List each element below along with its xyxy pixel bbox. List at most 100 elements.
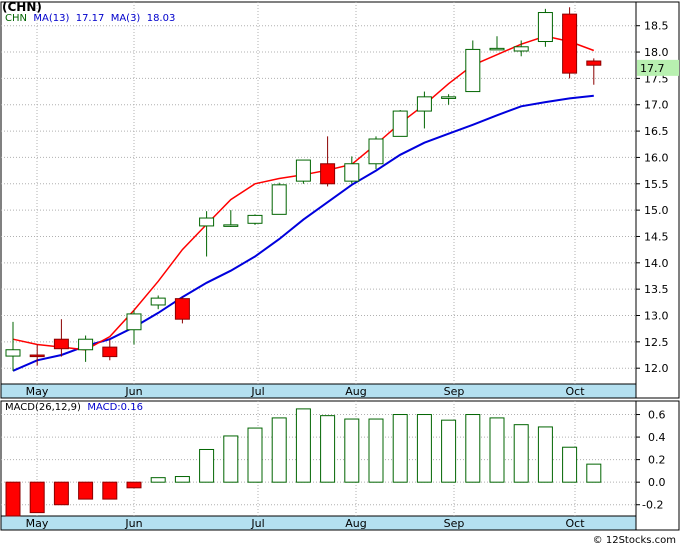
- candle-body: [271, 184, 287, 215]
- price-month-label: Oct: [565, 385, 585, 398]
- candle: [53, 319, 69, 357]
- macd-tick-label: 0.4: [648, 431, 666, 444]
- macd-bar: [586, 463, 602, 483]
- candle: [29, 344, 45, 366]
- candle: [320, 136, 336, 187]
- candle: [537, 8, 553, 47]
- macd-panel: 0.6 0.4 0.2 0.0 -0.2 May Jun Jul Aug Sep Oct: [0, 400, 680, 531]
- legend-ma13-value: 17.17: [75, 13, 105, 24]
- candle-body: [199, 217, 215, 227]
- price-tick-label: 16.5: [644, 125, 669, 138]
- macd-bar: [271, 417, 287, 483]
- macd-bar: [223, 435, 239, 483]
- macd-params: MACD(26,12,9): [5, 402, 81, 413]
- candle: [78, 335, 94, 362]
- candle-body: [102, 346, 118, 358]
- macd-bar: [416, 414, 432, 483]
- macd-month-label: Jul: [250, 517, 264, 530]
- macd-label: MACD:: [87, 402, 121, 413]
- price-tick-label: 12.0: [644, 362, 669, 375]
- candle: [150, 295, 166, 310]
- price-month-label: Sep: [444, 385, 465, 398]
- macd-bar: [126, 481, 142, 489]
- legend-ma3-label: MA(3): [110, 13, 141, 24]
- macd-tick-label: -0.2: [642, 499, 663, 512]
- macd-bar: [562, 446, 578, 483]
- candle: [513, 40, 529, 57]
- candle-body: [513, 46, 529, 52]
- price-tick-label: 18.5: [644, 20, 669, 33]
- price-tick-label: 14.5: [644, 230, 669, 243]
- legend-ma3-value: 18.03: [146, 13, 176, 24]
- price-month-label: May: [26, 385, 49, 398]
- macd-bar: [174, 476, 190, 483]
- macd-bar: [102, 481, 118, 500]
- candle-body: [223, 224, 239, 227]
- candle-body: [392, 110, 408, 137]
- candle: [295, 159, 311, 184]
- macd-month-label: Jun: [124, 517, 142, 530]
- macd-bar: [465, 414, 481, 483]
- macd-tick-label: 0.2: [648, 454, 666, 467]
- candle-body: [5, 349, 21, 357]
- macd-legend-row: MACD(26,12,9) MACD:0.16: [5, 402, 143, 413]
- macd-bar: [392, 414, 408, 483]
- candle-body: [29, 354, 45, 358]
- price-tick-label: 15.0: [644, 204, 669, 217]
- last-price-tag: [637, 59, 679, 76]
- last-price-label: 17.7: [640, 62, 665, 75]
- ma13-line: [12, 94, 594, 372]
- legend-row: CHN MA(13) 17.17 MA(3) 18.03: [5, 13, 175, 24]
- candle: [199, 211, 215, 257]
- candle-body: [126, 313, 142, 331]
- candle-body: [320, 163, 336, 185]
- macd-bar: [5, 481, 21, 517]
- macd-bar: [199, 448, 215, 483]
- candle: [271, 182, 287, 215]
- macd-bar: [295, 408, 311, 483]
- chart-title: (CHN): [2, 0, 42, 14]
- macd-bar: [441, 419, 457, 483]
- candle-body: [247, 214, 263, 224]
- candle-body: [174, 298, 190, 320]
- candle: [562, 7, 578, 79]
- price-tick-label: 15.5: [644, 178, 669, 191]
- candle: [126, 310, 142, 345]
- candle-body: [295, 159, 311, 182]
- candle-body: [78, 338, 94, 351]
- macd-tick-label: 0.6: [648, 409, 666, 422]
- macd-bar: [78, 481, 94, 500]
- candle: [489, 36, 505, 51]
- price-panel: 12.0 12.5 13.0 13.5 14.0 14.5 15.0 15.5 16.0 16.5…: [0, 1, 680, 399]
- macd-bar: [489, 417, 505, 483]
- candle: [392, 110, 408, 137]
- price-tick-label: 13.5: [644, 283, 669, 296]
- price-month-label: Jul: [250, 385, 264, 398]
- candle-body: [368, 138, 384, 165]
- macd-month-axis-band: [0, 515, 637, 531]
- macd-bar: [320, 415, 336, 483]
- candle-body: [441, 96, 457, 99]
- macd-month-label: Sep: [444, 517, 465, 530]
- candle-body: [465, 48, 481, 93]
- macd-bar: [150, 477, 166, 483]
- candle-body: [562, 13, 578, 74]
- candle-body: [586, 60, 602, 66]
- candle: [247, 214, 263, 225]
- price-tick-label: 14.0: [644, 257, 669, 270]
- macd-bar: [513, 424, 529, 483]
- candle: [441, 94, 457, 105]
- candle: [344, 156, 360, 184]
- macd-value: 0.16: [120, 402, 143, 413]
- candle: [223, 210, 239, 227]
- macd-bar: [29, 481, 45, 514]
- site-credit: © 12Stocks.com: [592, 535, 676, 546]
- price-month-label: Aug: [345, 385, 366, 398]
- legend-ticker: CHN: [5, 13, 27, 24]
- price-tick-label: 18.0: [644, 46, 669, 59]
- macd-tick-label: 0.0: [648, 476, 666, 489]
- candle: [368, 136, 384, 170]
- candle: [416, 91, 432, 129]
- candle-body: [489, 47, 505, 51]
